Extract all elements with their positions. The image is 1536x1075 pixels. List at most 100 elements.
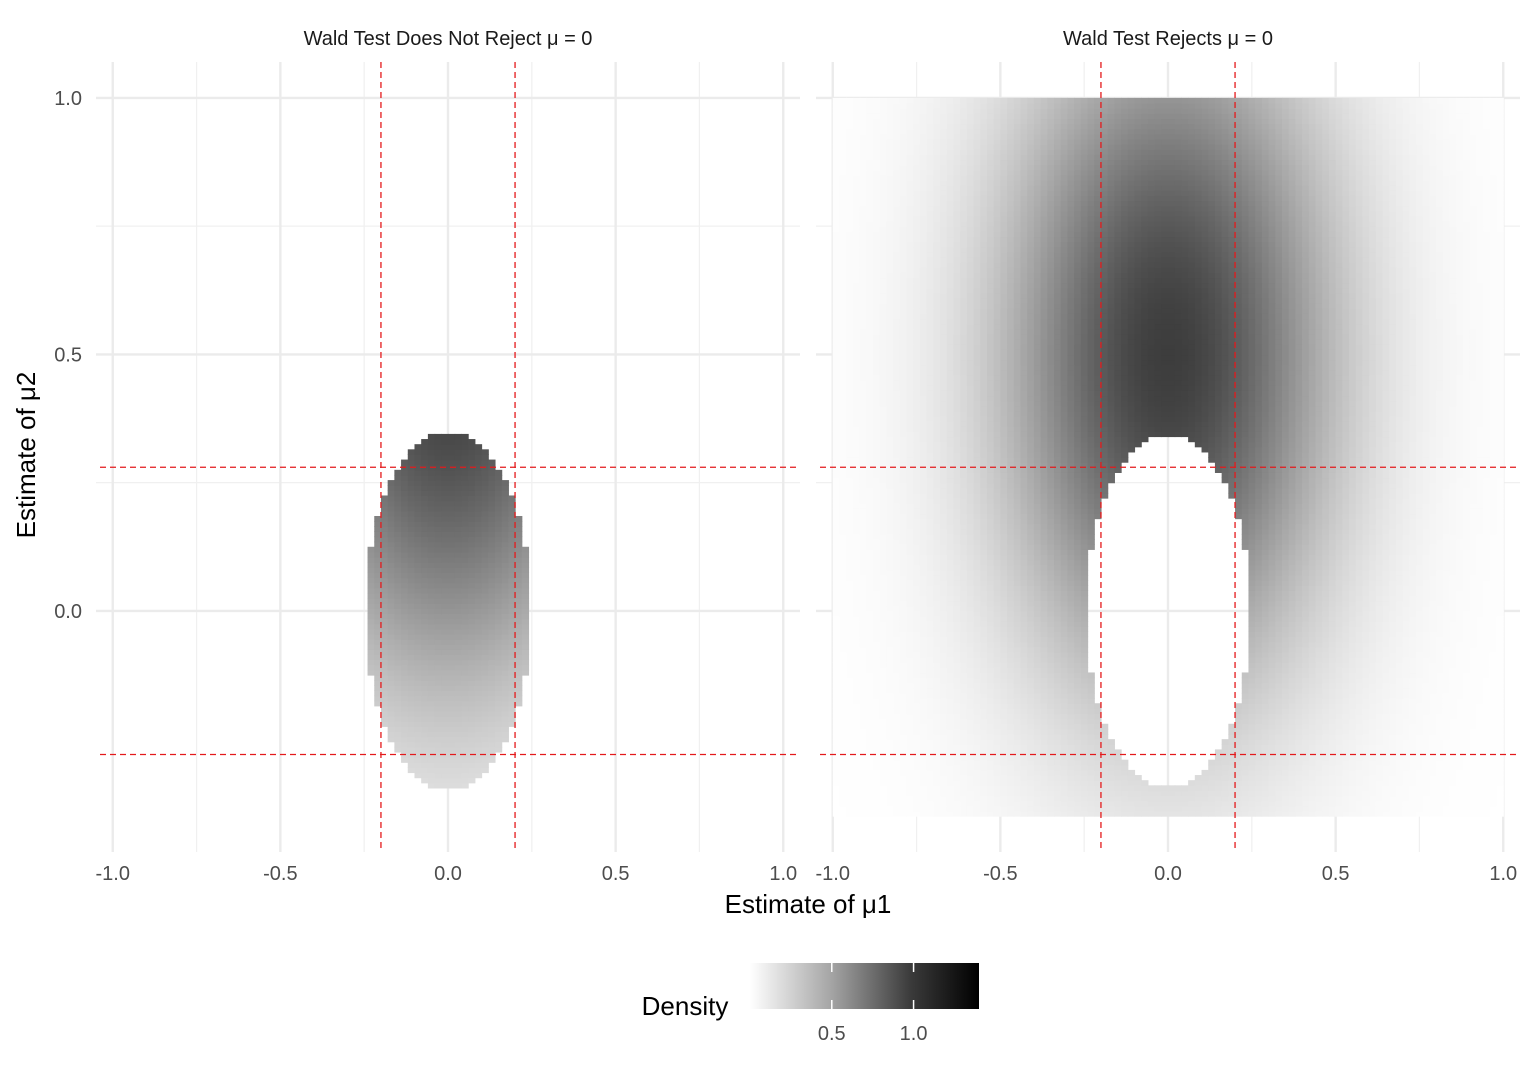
density-cell [1416, 672, 1424, 679]
density-cell [508, 680, 516, 686]
density-cell [933, 657, 941, 663]
density-cell [421, 510, 429, 517]
density-cell [1080, 785, 1089, 792]
density-cell [1074, 734, 1082, 740]
density-cell [387, 654, 395, 661]
density-cell [960, 775, 968, 781]
density-cell [380, 716, 389, 722]
density-cell [1476, 667, 1484, 674]
density-cell [946, 713, 955, 720]
density-cell [1476, 785, 1484, 792]
density-cell [1248, 631, 1256, 638]
density-cell [374, 613, 382, 620]
density-cell [966, 616, 975, 622]
density-cell [427, 736, 436, 743]
density-cell [394, 613, 402, 620]
density-cell [1335, 785, 1343, 792]
density-cell [1087, 718, 1095, 725]
density-cell [1342, 631, 1350, 638]
density-cell [926, 749, 934, 756]
density-cell [1020, 677, 1028, 684]
density-cell [1261, 713, 1270, 720]
density-cell [1047, 744, 1055, 751]
density-cell [1295, 621, 1303, 627]
density-cell [1054, 631, 1062, 638]
density-cell [973, 698, 981, 704]
density-cell [1147, 795, 1156, 802]
density-cell [407, 741, 416, 748]
density-cell [940, 610, 948, 617]
density-cell [394, 567, 402, 574]
density-cell [454, 700, 463, 707]
density-cell [454, 490, 463, 497]
density-cell [1007, 667, 1015, 674]
density-cell [1483, 662, 1491, 668]
density-cell [966, 595, 975, 602]
density-cell [448, 505, 456, 512]
density-cell [966, 785, 975, 792]
density-cell [401, 731, 409, 738]
density-cell [1295, 718, 1303, 725]
density-cell [448, 449, 456, 456]
density-cell [926, 687, 934, 694]
density-cell [367, 572, 375, 579]
density-cell [1007, 713, 1015, 720]
density-cell [1342, 769, 1350, 776]
density-cell [407, 454, 416, 461]
density-cell [1060, 692, 1069, 699]
density-cell [1000, 800, 1008, 807]
density-cell [1100, 754, 1109, 761]
density-cell [414, 541, 422, 548]
density-cell [1442, 616, 1451, 622]
density-cell [1382, 626, 1390, 633]
density-cell [1322, 600, 1330, 607]
density-cell [993, 646, 1001, 653]
density-cell [913, 805, 921, 812]
density-cell [1248, 764, 1256, 771]
density-cell [488, 690, 496, 697]
density-cell [1094, 759, 1102, 766]
density-cell [886, 646, 894, 653]
density-cell [1007, 759, 1015, 766]
density-cell [461, 690, 469, 697]
density-cell [1375, 790, 1384, 797]
density-cell [441, 628, 449, 635]
density-cell [1456, 682, 1464, 689]
density-cell [1161, 800, 1169, 807]
density-cell [1382, 667, 1390, 674]
density-cell [1362, 692, 1370, 699]
density-cell [1302, 754, 1310, 761]
density-cell [1342, 739, 1350, 745]
density-cell [1302, 667, 1310, 674]
density-cell [906, 667, 914, 674]
density-cell [1007, 744, 1015, 751]
density-cell [1429, 636, 1437, 643]
density-cell [448, 541, 456, 548]
density-cell [521, 587, 530, 594]
density-cell [441, 721, 449, 727]
density-cell [1382, 662, 1390, 668]
density-cell [441, 444, 449, 450]
density-cell [1409, 636, 1417, 643]
density-cell [1248, 759, 1256, 766]
density-cell [380, 495, 389, 502]
density-cell [1027, 621, 1035, 627]
density-cell [1194, 810, 1203, 817]
density-cell [488, 474, 496, 481]
density-cell [407, 536, 416, 543]
density-cell [1315, 610, 1323, 617]
density-cell [1375, 667, 1384, 674]
density-cell [1362, 728, 1370, 735]
density-cell [879, 764, 887, 771]
density-cell [899, 723, 908, 730]
density-cell [1369, 805, 1377, 812]
density-cell [1335, 610, 1343, 617]
density-cell [1033, 672, 1042, 679]
density-cell [421, 741, 429, 748]
density-cell [1248, 600, 1256, 607]
density-cell [494, 654, 503, 661]
density-cell [1469, 610, 1478, 617]
density-cell [1335, 764, 1343, 771]
density-cell [461, 613, 469, 620]
density-cell [1463, 682, 1471, 689]
